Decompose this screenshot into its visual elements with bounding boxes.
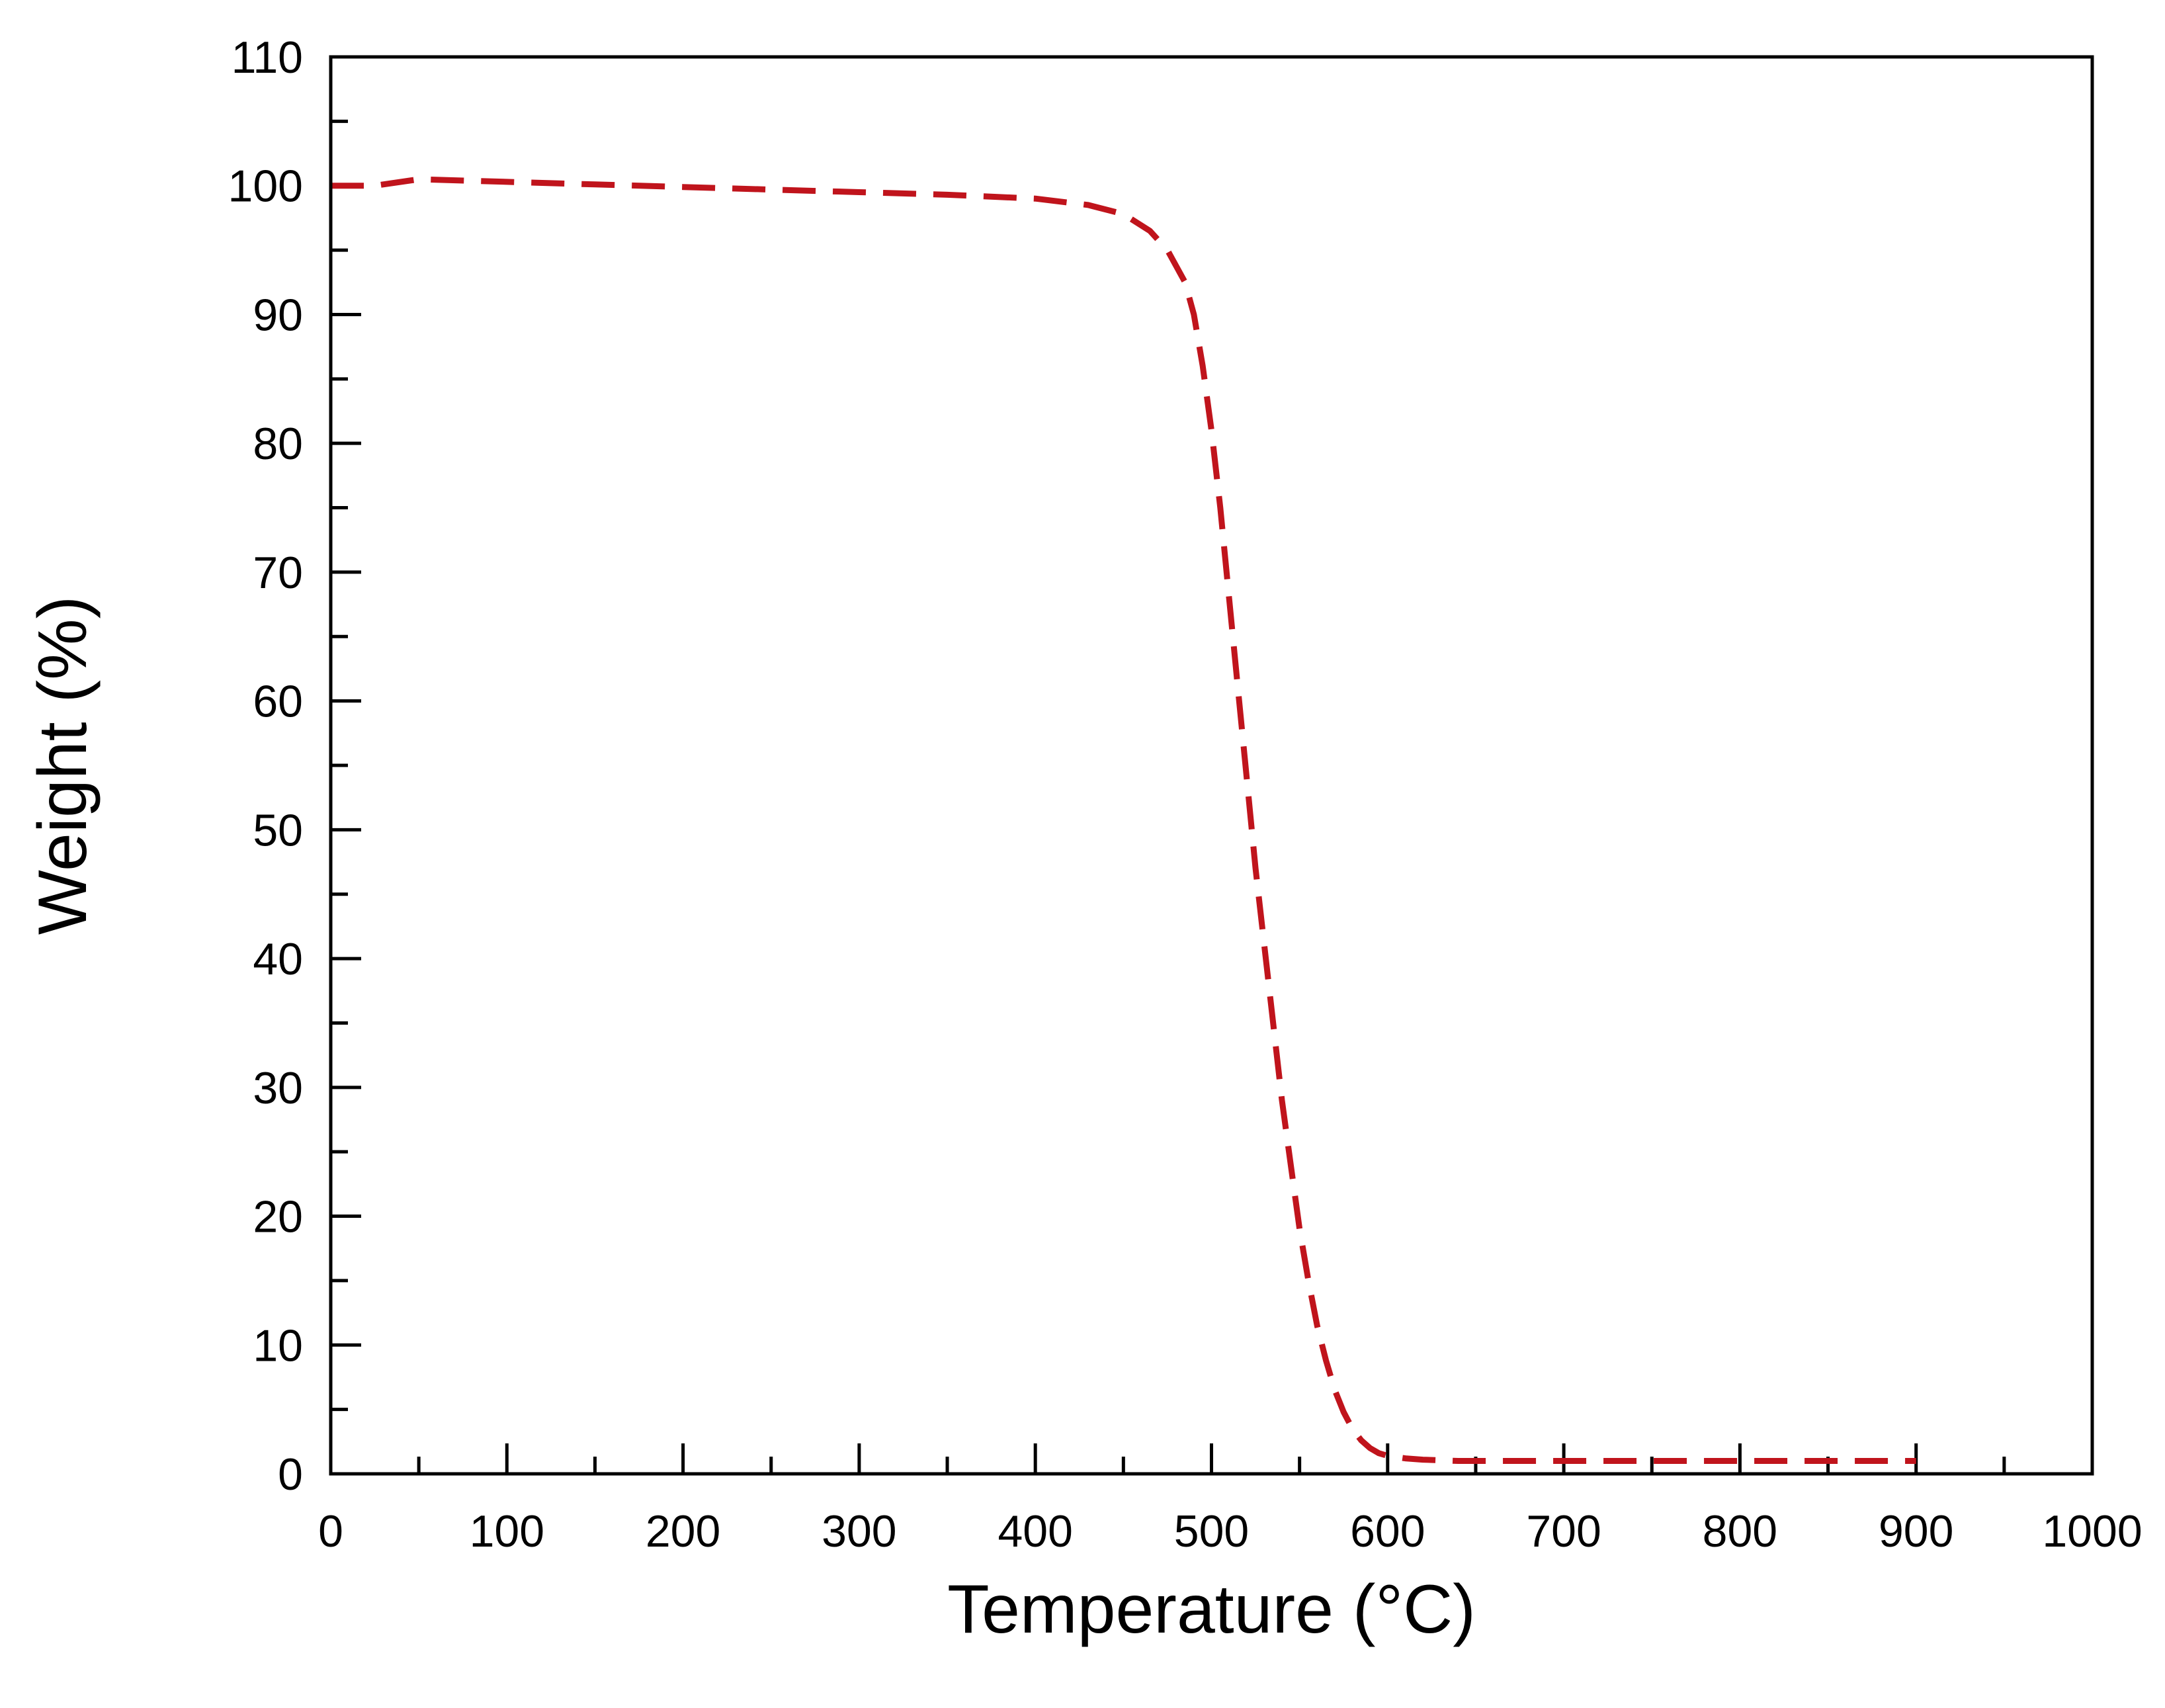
x-tick-label: 0	[318, 1506, 343, 1557]
x-tick-label: 500	[1174, 1506, 1249, 1557]
y-tick-label: 20	[253, 1192, 303, 1242]
y-tick-label: 90	[253, 290, 303, 340]
x-axis-title: Temperature (°C)	[947, 1571, 1476, 1648]
tick-labels-layer: 0 100 200 300 400 500 600 700 800 900 1000 0 10 20 30 4…	[228, 32, 2143, 1557]
y-axis-title: Weight (%)	[24, 596, 101, 935]
x-tick-label: 800	[1703, 1506, 1777, 1557]
series-line-0	[331, 176, 1916, 1464]
x-tick-label: 700	[1526, 1506, 1601, 1557]
x-tick-label: 100	[470, 1506, 544, 1557]
x-tick-label: 300	[822, 1506, 896, 1557]
x-tick-label: 400	[998, 1506, 1072, 1557]
y-tick-label: 70	[253, 548, 303, 598]
y-tick-label: 80	[253, 419, 303, 469]
series-layer	[331, 176, 1916, 1464]
x-tick-label: 900	[1879, 1506, 1953, 1557]
x-tick-label: 600	[1350, 1506, 1425, 1557]
y-tick-label: 40	[253, 934, 303, 984]
ticks-layer	[329, 55, 2094, 1476]
x-tick-label: 200	[646, 1506, 720, 1557]
plot-frame	[329, 55, 2094, 1476]
y-tick-label: 50	[253, 805, 303, 855]
x-tick-label: 1000	[2042, 1506, 2142, 1557]
y-tick-label: 10	[253, 1320, 303, 1371]
y-tick-label: 60	[253, 677, 303, 727]
y-tick-label: 100	[228, 161, 303, 212]
y-tick-label: 0	[278, 1449, 303, 1500]
y-tick-label: 110	[232, 32, 303, 83]
y-tick-label: 30	[253, 1063, 303, 1113]
